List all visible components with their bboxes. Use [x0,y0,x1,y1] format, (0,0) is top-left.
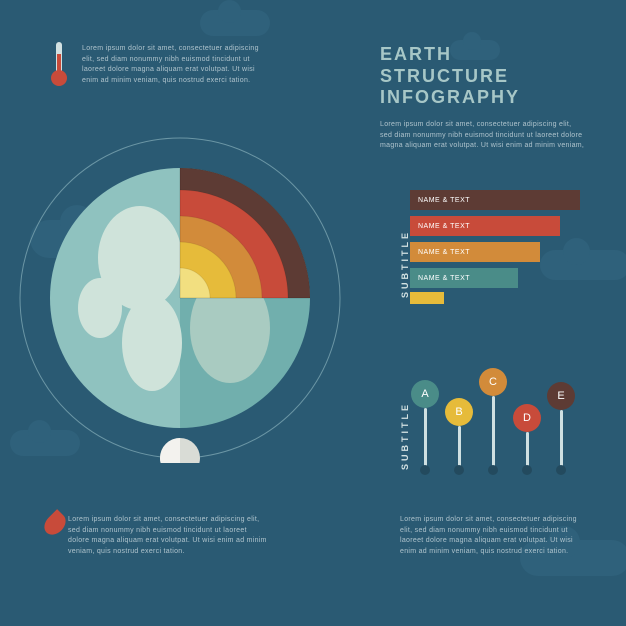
title-line-3: INFOGRAPHY [380,87,520,109]
drop-icon [40,509,70,539]
pin-ball: C [479,368,507,396]
pin-ball: A [411,380,439,408]
bar: NAME & TEXT [410,268,518,288]
bar-chart: NAME & TEXT NAME & TEXT NAME & TEXT NAME & … [410,190,580,310]
bar: NAME & TEXT [410,216,560,236]
pin-ball: E [547,382,575,410]
pin: E [544,360,578,470]
title-line-2: STRUCTURE [380,66,520,88]
bar: NAME & TEXT [410,242,540,262]
intro-text-top-left: Lorem ipsum dolor sit amet, consectetuer… [82,44,272,86]
bar-accent [410,292,444,304]
pin: D [510,360,544,470]
pin: A [408,360,442,470]
thermometer-icon [48,40,70,93]
infographic-canvas: Lorem ipsum dolor sit amet, consectetuer… [0,0,626,626]
pin-ball: B [445,398,473,426]
pin-chart: ABCDE [408,360,578,470]
earth-diagram [15,133,345,463]
title-line-1: EARTH [380,44,520,66]
bar-chart-subtitle: SUBTITLE [400,230,410,298]
body-text-bottom-left: Lorem ipsum dolor sit amet, consectetuer… [68,515,268,557]
body-text-bottom-right: Lorem ipsum dolor sit amet, consectetuer… [400,515,585,557]
pin-ball: D [513,404,541,432]
pin: C [476,360,510,470]
pin: B [442,360,476,470]
bar: NAME & TEXT [410,190,580,210]
intro-text-top-right: Lorem ipsum dolor sit amet, consectetuer… [380,120,585,152]
page-title: EARTH STRUCTURE INFOGRAPHY [380,44,520,109]
